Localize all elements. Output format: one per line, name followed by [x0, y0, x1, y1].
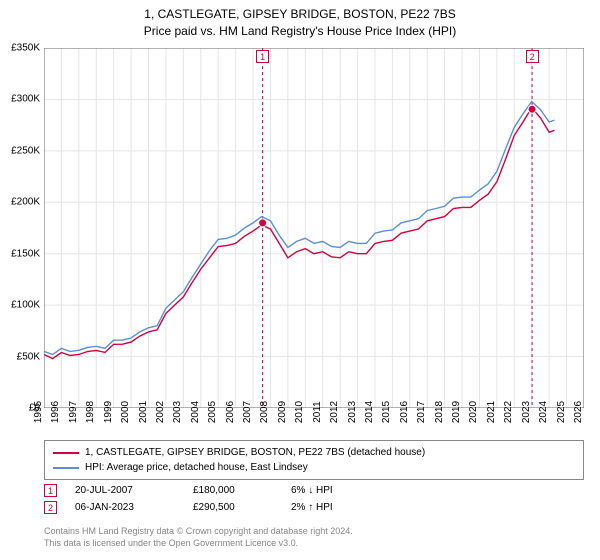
- chart-title: 1, CASTLEGATE, GIPSEY BRIDGE, BOSTON, PE…: [0, 0, 600, 40]
- legend-row: HPI: Average price, detached house, East…: [53, 460, 575, 475]
- x-tick-label: 2019: [451, 401, 462, 423]
- y-tick-label: £100K: [11, 300, 40, 311]
- x-tick-label: 2020: [468, 401, 479, 423]
- x-tick-label: 2011: [312, 401, 323, 423]
- legend: 1, CASTLEGATE, GIPSEY BRIDGE, BOSTON, PE…: [44, 440, 584, 480]
- x-tick-label: 2006: [224, 401, 235, 423]
- sale-row-marker: 2: [44, 501, 57, 514]
- sale-row-price: £180,000: [193, 485, 273, 496]
- sale-row-hpi-diff: 2% ↑ HPI: [291, 502, 371, 513]
- legend-row: 1, CASTLEGATE, GIPSEY BRIDGE, BOSTON, PE…: [53, 445, 575, 460]
- legend-swatch: [53, 452, 79, 454]
- x-tick-label: 2008: [259, 401, 270, 423]
- x-tick-label: 2002: [155, 401, 166, 423]
- x-tick-label: 2016: [399, 401, 410, 423]
- sale-row: 1 20-JUL-2007 £180,000 6% ↓ HPI: [44, 484, 584, 497]
- y-tick-label: £300K: [11, 94, 40, 105]
- y-tick-label: £350K: [11, 43, 40, 54]
- x-tick-label: 2021: [486, 401, 497, 423]
- x-tick-label: 2010: [294, 401, 305, 423]
- sale-marker-label: 1: [256, 50, 269, 63]
- x-tick-label: 1997: [68, 401, 79, 423]
- x-tick-label: 2015: [381, 401, 392, 423]
- x-tick-label: 1996: [50, 401, 61, 423]
- x-tick-label: 2022: [503, 401, 514, 423]
- sale-row: 2 06-JAN-2023 £290,500 2% ↑ HPI: [44, 501, 584, 514]
- x-tick-label: 2004: [190, 401, 201, 423]
- x-tick-label: 2007: [242, 401, 253, 423]
- legend-swatch: [53, 467, 79, 469]
- x-tick-label: 2025: [555, 401, 566, 423]
- x-tick-label: 2003: [172, 401, 183, 423]
- sale-row-date: 20-JUL-2007: [75, 485, 175, 496]
- x-tick-label: 1999: [103, 401, 114, 423]
- title-line-1: 1, CASTLEGATE, GIPSEY BRIDGE, BOSTON, PE…: [0, 6, 600, 23]
- x-tick-label: 2024: [538, 401, 549, 423]
- sale-marker-label: 2: [526, 50, 539, 63]
- x-tick-label: 2018: [434, 401, 445, 423]
- x-tick-label: 2005: [207, 401, 218, 423]
- footer-attribution: Contains HM Land Registry data © Crown c…: [44, 526, 584, 549]
- legend-label: HPI: Average price, detached house, East…: [85, 460, 308, 475]
- x-tick-label: 2014: [364, 401, 375, 423]
- x-tick-label: 2000: [120, 401, 131, 423]
- footer-line-1: Contains HM Land Registry data © Crown c…: [44, 526, 584, 538]
- y-tick-label: £50K: [17, 351, 40, 362]
- sale-row-date: 06-JAN-2023: [75, 502, 175, 513]
- y-tick-label: £150K: [11, 248, 40, 259]
- y-tick-label: £250K: [11, 145, 40, 156]
- x-tick-label: 2012: [329, 401, 340, 423]
- y-tick-label: £200K: [11, 197, 40, 208]
- x-tick-label: 2013: [346, 401, 357, 423]
- sales-table: 1 20-JUL-2007 £180,000 6% ↓ HPI 2 06-JAN-2023…: [44, 484, 584, 518]
- x-tick-label: 2009: [277, 401, 288, 423]
- chart-plot-area: £0£50K£100K£150K£200K£250K£300K£350K1995…: [44, 48, 584, 408]
- x-tick-label: 2001: [137, 401, 148, 423]
- sale-row-hpi-diff: 6% ↓ HPI: [291, 485, 371, 496]
- x-tick-label: 2026: [573, 401, 584, 423]
- x-tick-label: 2023: [521, 401, 532, 423]
- x-tick-label: 2017: [416, 401, 427, 423]
- legend-label: 1, CASTLEGATE, GIPSEY BRIDGE, BOSTON, PE…: [85, 445, 425, 460]
- sale-row-marker: 1: [44, 484, 57, 497]
- sale-row-price: £290,500: [193, 502, 273, 513]
- x-tick-label: 1995: [33, 401, 44, 423]
- x-tick-label: 1998: [85, 401, 96, 423]
- title-line-2: Price paid vs. HM Land Registry's House …: [0, 23, 600, 40]
- footer-line-2: This data is licensed under the Open Gov…: [44, 538, 584, 550]
